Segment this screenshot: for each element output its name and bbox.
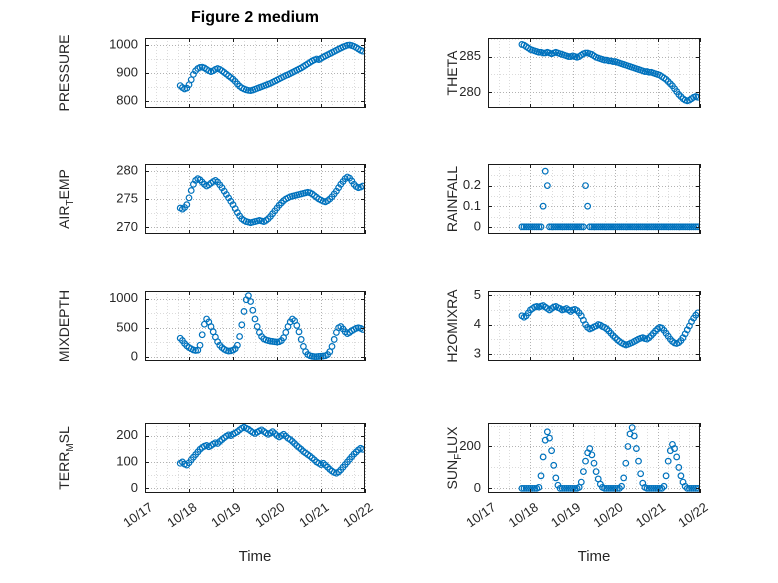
ylabel-pre: SUN: [444, 459, 460, 490]
ylabel-pre: H2OMIXRA: [444, 289, 460, 363]
xlabel-time-right: Time: [577, 548, 611, 565]
ylabel-pre: AIR: [56, 205, 72, 229]
ylabel-pre: RAINFALL: [444, 165, 460, 233]
figure-title: Figure 2 medium: [190, 9, 320, 26]
ylabel-post: EMP: [56, 169, 72, 200]
ylabel-pressure: PRESSURE: [55, 3, 73, 143]
ylabel-air-temp: AIRTEMP: [55, 129, 76, 269]
ylabel-pre: THETA: [444, 50, 460, 96]
ylabel-sub: F: [452, 453, 464, 460]
ylabel-h2omixra: H2OMIXRA: [443, 256, 461, 396]
ylabel-post: LUX: [444, 426, 460, 454]
ylabel-rainfall: RAINFALL: [443, 129, 461, 269]
ylabel-sun-flux: SUNFLUX: [443, 388, 464, 528]
ylabel-post: SL: [56, 426, 72, 444]
ylabel-theta: THETA: [443, 3, 461, 143]
ylabel-sub: T: [64, 199, 76, 206]
ylabel-mixdepth: MIXDEPTH: [55, 256, 73, 396]
ylabel-pre: MIXDEPTH: [56, 289, 72, 363]
ylabel-terr-msl: TERRMSL: [55, 388, 76, 528]
ylabel-pre: PRESSURE: [56, 34, 72, 112]
ylabel-sub: M: [64, 443, 76, 452]
ylabel-pre: TERR: [56, 451, 72, 490]
xlabel-time-left: Time: [238, 548, 272, 565]
